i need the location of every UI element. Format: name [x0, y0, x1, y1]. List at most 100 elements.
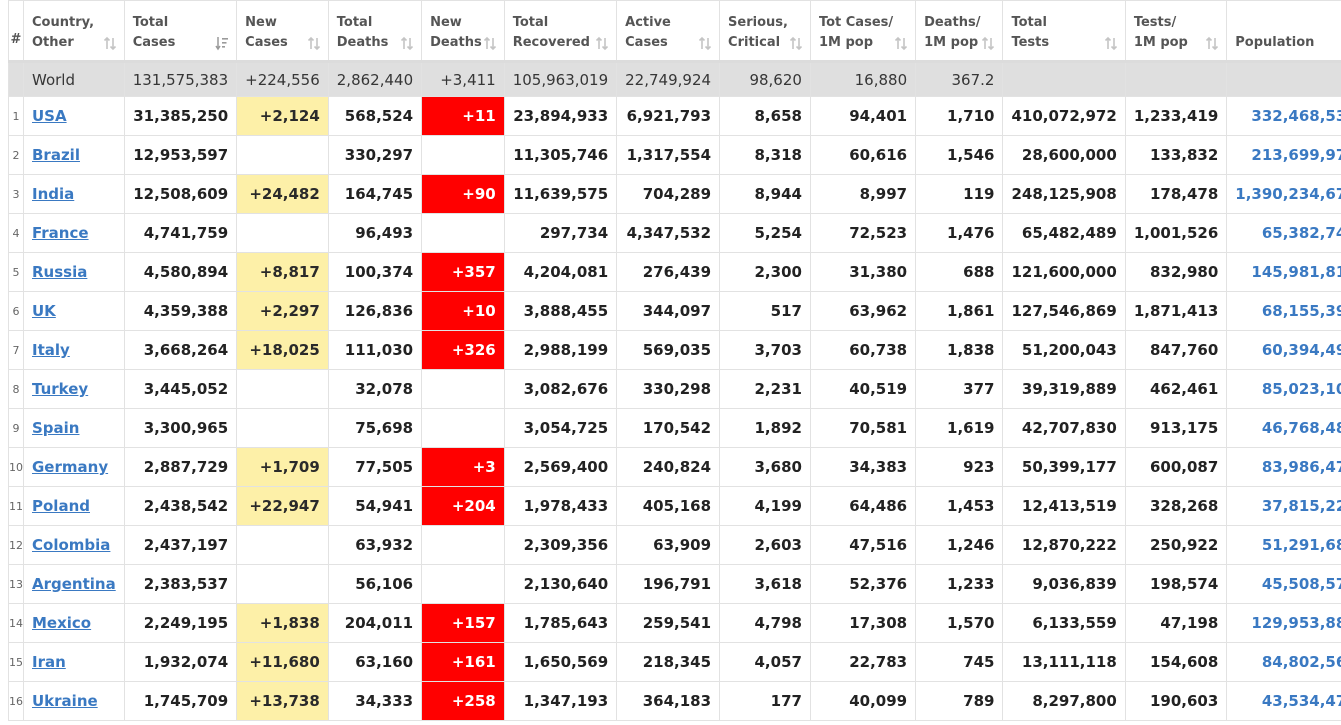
- country-link[interactable]: USA: [32, 107, 67, 125]
- country-cell: Italy: [23, 330, 125, 370]
- sort-descending-icon[interactable]: [215, 36, 229, 51]
- active-cases-cell: 704,289: [616, 174, 721, 214]
- country-link[interactable]: India: [32, 185, 75, 203]
- column-header-total-cases[interactable]: Total Cases: [123, 0, 238, 63]
- country-cell: Spain: [23, 408, 125, 448]
- cases-per-1m-cell: 47,516: [809, 525, 917, 565]
- column-header-total-recovered[interactable]: Total Recovered: [503, 0, 618, 63]
- active-cases-cell: 330,298: [616, 369, 721, 409]
- new-deaths-cell: +161: [421, 642, 505, 682]
- country-cell: USA: [23, 96, 125, 136]
- serious-critical-cell: 3,618: [719, 564, 811, 604]
- total-deaths-cell: 126,836: [327, 291, 423, 331]
- serious-critical-cell: 5,254: [719, 213, 811, 253]
- population-cell: 84,802,566: [1226, 642, 1341, 682]
- column-header-index[interactable]: #: [8, 0, 24, 63]
- world-total-cases-cell: 131,575,383: [123, 61, 238, 97]
- deaths-per-1m-cell: 377: [915, 369, 1004, 409]
- total-cases-cell: 2,438,542: [123, 486, 238, 526]
- total-deaths-cell: 56,106: [327, 564, 423, 604]
- country-link[interactable]: UK: [32, 302, 56, 320]
- active-cases-cell: 218,345: [616, 642, 721, 682]
- deaths-per-1m-cell: 1,546: [915, 135, 1004, 175]
- world-total-tests-cell: [1002, 61, 1126, 97]
- country-link[interactable]: France: [32, 224, 89, 242]
- country-link[interactable]: Colombia: [32, 536, 111, 554]
- column-header-label: #: [10, 32, 22, 47]
- active-cases-cell: 240,824: [616, 447, 721, 487]
- sort-arrows-icon[interactable]: [1104, 36, 1118, 51]
- sort-arrows-icon[interactable]: [1205, 36, 1219, 51]
- table-row: 12 Colombia 2,437,197 63,932 2,309,356 63,909…: [8, 525, 1341, 565]
- sort-arrows-icon[interactable]: [698, 36, 712, 51]
- total-deaths-cell: 34,333: [327, 681, 423, 721]
- table-row: 3 India 12,508,609 +24,482 164,745 +90 11,639,…: [8, 174, 1341, 214]
- country-cell: Germany: [23, 447, 125, 487]
- new-cases-cell: +2,297: [236, 291, 329, 331]
- world-population-cell: [1226, 61, 1341, 97]
- population-cell: 129,953,880: [1226, 603, 1341, 643]
- sort-arrows-icon[interactable]: [307, 36, 321, 51]
- country-link[interactable]: Poland: [32, 497, 90, 515]
- total-deaths-cell: 568,524: [327, 96, 423, 136]
- country-cell: Russia: [23, 252, 125, 292]
- column-header-active-cases[interactable]: Active Cases: [616, 0, 721, 63]
- country-cell: France: [23, 213, 125, 253]
- total-recovered-cell: 11,639,575: [503, 174, 618, 214]
- tests-per-1m-cell: 190,603: [1124, 681, 1228, 721]
- column-header-cases-per-1m[interactable]: Tot Cases/1M pop: [809, 0, 917, 63]
- column-header-label: Population: [1235, 35, 1315, 50]
- active-cases-cell: 6,921,793: [616, 96, 721, 136]
- active-cases-cell: 170,542: [616, 408, 721, 448]
- active-cases-cell: 196,791: [616, 564, 721, 604]
- deaths-per-1m-cell: 119: [915, 174, 1004, 214]
- population-cell: 145,981,818: [1226, 252, 1341, 292]
- column-header-label: New Cases: [245, 15, 288, 50]
- cases-per-1m-cell: 94,401: [809, 96, 917, 136]
- country-link[interactable]: Mexico: [32, 614, 92, 632]
- column-header-label: Active Cases: [625, 15, 671, 50]
- sort-arrows-icon[interactable]: [595, 36, 609, 51]
- column-header-new-deaths[interactable]: New Deaths: [421, 0, 505, 63]
- new-deaths-cell: +326: [421, 330, 505, 370]
- active-cases-cell: 259,541: [616, 603, 721, 643]
- total-cases-cell: 4,359,388: [123, 291, 238, 331]
- country-link[interactable]: Ukraine: [32, 692, 98, 710]
- sort-arrows-icon[interactable]: [981, 36, 995, 51]
- sort-arrows-icon[interactable]: [483, 36, 497, 51]
- country-link[interactable]: Germany: [32, 458, 109, 476]
- column-header-serious-critical[interactable]: Serious, Critical: [719, 0, 811, 63]
- total-deaths-cell: 75,698: [327, 408, 423, 448]
- country-link[interactable]: Turkey: [32, 380, 89, 398]
- country-link[interactable]: Italy: [32, 341, 70, 359]
- column-header-total-tests[interactable]: Total Tests: [1002, 0, 1126, 63]
- header-row: # Country, Other Total Cases New Cases Tota…: [8, 0, 1341, 63]
- country-link[interactable]: Russia: [32, 263, 88, 281]
- total-deaths-cell: 100,374: [327, 252, 423, 292]
- total-deaths-cell: 63,160: [327, 642, 423, 682]
- column-header-label: Country, Other: [32, 15, 95, 50]
- country-link[interactable]: Iran: [32, 653, 66, 671]
- index-cell: 2: [8, 135, 24, 175]
- deaths-per-1m-cell: 1,453: [915, 486, 1004, 526]
- total-recovered-cell: 1,785,643: [503, 603, 618, 643]
- column-header-tests-per-1m[interactable]: Tests/1M pop: [1124, 0, 1228, 63]
- column-header-population[interactable]: Population: [1226, 0, 1341, 63]
- sort-arrows-icon[interactable]: [894, 36, 908, 51]
- column-header-total-deaths[interactable]: Total Deaths: [327, 0, 423, 63]
- world-tests-per-1m-cell: [1124, 61, 1228, 97]
- country-link[interactable]: Argentina: [32, 575, 116, 593]
- serious-critical-cell: 2,231: [719, 369, 811, 409]
- total-tests-cell: 12,413,519: [1002, 486, 1126, 526]
- country-cell: Poland: [23, 486, 125, 526]
- column-header-country[interactable]: Country, Other: [23, 0, 125, 63]
- sort-arrows-icon[interactable]: [103, 36, 117, 51]
- column-header-new-cases[interactable]: New Cases: [236, 0, 329, 63]
- sort-arrows-icon[interactable]: [400, 36, 414, 51]
- sort-arrows-icon[interactable]: [789, 36, 803, 51]
- index-cell: 7: [8, 330, 24, 370]
- country-link[interactable]: Brazil: [32, 146, 80, 164]
- column-header-deaths-per-1m[interactable]: Deaths/1M pop: [915, 0, 1004, 63]
- country-link[interactable]: Spain: [32, 419, 80, 437]
- total-deaths-cell: 63,932: [327, 525, 423, 565]
